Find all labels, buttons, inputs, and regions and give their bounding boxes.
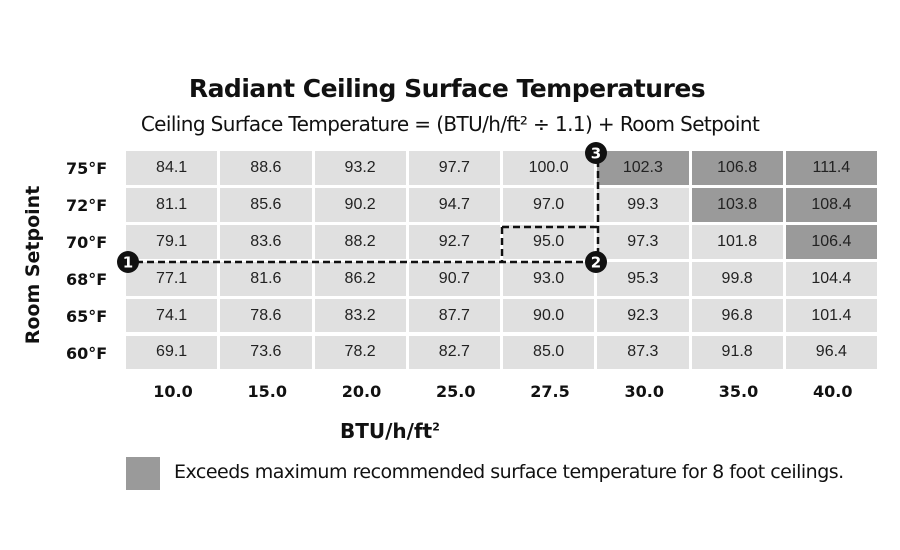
table-cell: 103.8 (691, 187, 783, 222)
table-cell: 90.2 (314, 187, 406, 222)
svg-text:3: 3 (591, 145, 601, 163)
table-cell: 69.1 (126, 335, 218, 370)
table-cell: 101.8 (691, 224, 783, 259)
table-cell: 102.3 (597, 151, 689, 185)
table-cell: 84.1 (126, 151, 218, 185)
legend-text: Exceeds maximum recommended surface temp… (174, 461, 844, 483)
table-cell: 94.7 (408, 187, 500, 222)
table-cell: 97.0 (503, 187, 595, 222)
table-cell: 90.7 (408, 261, 500, 296)
table-cell: 96.8 (691, 298, 783, 333)
table-cell: 96.4 (785, 335, 877, 370)
table-cell: 101.4 (785, 298, 877, 333)
chart-subtitle: Ceiling Surface Temperature = (BTU/h/ft²… (140, 112, 760, 136)
x-axis-label: BTU/h/ft2 (340, 419, 440, 443)
table-cell: 86.2 (314, 261, 406, 296)
table-cell: 104.4 (785, 261, 877, 296)
table-cell: 100.0 (503, 151, 595, 185)
row-label: 60°F (66, 343, 108, 363)
table-cell: 95.3 (597, 261, 689, 296)
marker-2: 2 (585, 251, 607, 273)
marker-3: 3 (585, 142, 607, 164)
row-label: 75°F (66, 159, 108, 178)
column-label: 25.0 (436, 382, 476, 401)
row-label: 68°F (66, 269, 108, 289)
column-label: 35.0 (718, 382, 759, 401)
table-cell: 97.3 (597, 224, 689, 259)
table-cell: 77.1 (126, 261, 218, 296)
table-cell: 78.2 (314, 335, 406, 370)
row-label: 70°F (66, 232, 108, 252)
column-label: 10.0 (153, 382, 193, 401)
column-label: 15.0 (247, 382, 287, 401)
table-cell: 108.4 (785, 187, 877, 222)
column-label: 30.0 (624, 382, 664, 401)
table-cell: 93.2 (314, 151, 406, 185)
chart-title: Radiant Ceiling Surface Temperatures (188, 74, 706, 103)
table-cell: 91.8 (691, 335, 783, 370)
column-label: 27.5 (530, 382, 570, 401)
table-cell: 97.7 (408, 151, 500, 185)
table-cell: 85.6 (220, 187, 312, 222)
table-cell: 99.8 (691, 261, 783, 296)
table-cell: 81.6 (220, 261, 312, 296)
svg-text:1: 1 (123, 254, 133, 272)
table-cell: 111.4 (785, 151, 877, 185)
table-cell: 106.4 (785, 224, 877, 259)
table-cell: 73.6 (220, 335, 312, 370)
table-cell: 92.3 (597, 298, 689, 333)
table-cell: 88.6 (220, 151, 312, 185)
column-label: 20.0 (341, 382, 382, 401)
table-cell: 95.0 (503, 224, 595, 259)
table-cell: 85.0 (503, 335, 595, 370)
table-cell: 81.1 (126, 187, 218, 222)
table-cell: 92.7 (408, 224, 500, 259)
table-cell: 93.0 (503, 261, 595, 296)
table-cell: 83.6 (220, 224, 312, 259)
table-cell: 87.7 (408, 298, 500, 333)
table-cell: 83.2 (314, 298, 406, 333)
table-cell: 90.0 (503, 298, 595, 333)
legend-swatch (126, 457, 160, 490)
table-cell: 99.3 (597, 187, 689, 222)
marker-1: 1 (117, 251, 139, 273)
svg-text:2: 2 (591, 254, 601, 272)
table-cell: 88.2 (314, 224, 406, 259)
table-cell: 82.7 (408, 335, 500, 370)
row-label: 72°F (66, 195, 108, 215)
column-label: 40.0 (813, 382, 853, 401)
table-cell: 106.8 (691, 151, 783, 185)
table-cell: 78.6 (220, 298, 312, 333)
table-cell: 79.1 (126, 224, 218, 259)
table-cell: 87.3 (597, 335, 689, 370)
table-cell: 74.1 (126, 298, 218, 333)
row-label: 65°F (66, 306, 108, 326)
